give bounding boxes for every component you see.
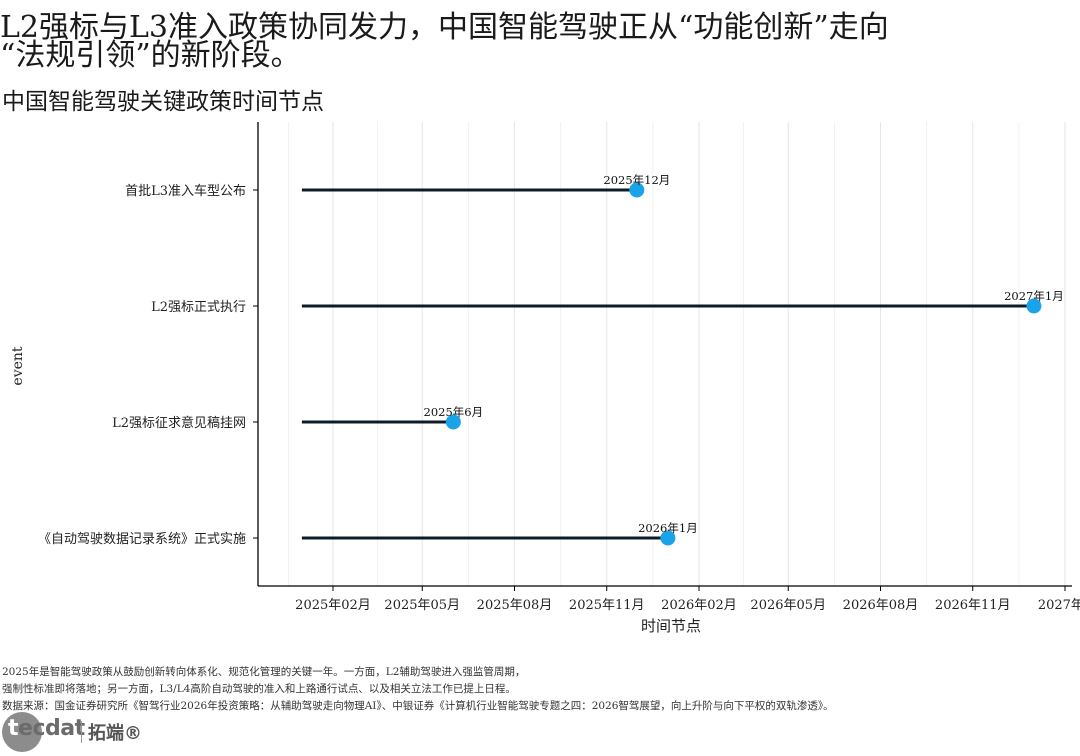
event-point [1026,298,1042,314]
y-axis-title: event [10,346,26,385]
x-tick-label: 2027年0 [1038,598,1080,613]
x-tick-label: 2025年02月 [295,598,371,613]
footer-line-2: 强制性标准即将落地；另一方面，L3/L4高阶自动驾驶的准入和上路通行试点、以及相… [2,683,516,695]
lollipop-chart: 2025年02月 2025年05月 2025年08月 2025年11月 2026年02月… [10,122,1080,635]
event-point [660,530,676,546]
x-tick-label: 2025年11月 [569,598,645,613]
y-tick-label: L2强标正式执行 [151,300,246,315]
chart-subtitle: 中国智能驾驶关键政策时间节点 [2,89,324,115]
brand-logo: tecdat 拓端® [2,712,142,752]
x-tick-label: 2026年05月 [750,598,826,613]
x-tick-label: 2025年05月 [384,598,460,613]
y-tick-label: 首批L3准入车型公布 [125,183,246,199]
x-tick-label: 2025年08月 [477,598,553,613]
event-point [445,414,461,430]
y-tick-label: 《自动驾驶数据记录系统》正式实施 [38,532,246,547]
logo-wordmark: tecdat [8,716,85,741]
footer-line-1: 2025年是智能驾驶政策从鼓励创新转向体系化、规范化管理的关键一年。一方面，L2… [2,666,526,678]
data-label: 2027年1月 [1004,289,1064,303]
logo-circle [2,712,42,752]
data-label: 2025年6月 [424,405,484,419]
logo-chinese: 拓端® [88,723,142,744]
data-label: 2026年1月 [638,521,698,535]
x-tick-label: 2026年11月 [935,598,1011,613]
y-tick-label: L2强标征求意见稿挂网 [112,415,246,431]
chart-title: L2强标与L3准入政策协同发力，中国智能驾驶正从“功能创新”走向 “法规引领”的… [0,10,889,73]
x-tick-label: 2026年02月 [661,598,737,613]
event-point [629,182,645,198]
footer-source: 数据来源：国金证券研究所《智驾行业2026年投资策略：从辅助驾驶走向物理AI》、… [2,700,834,712]
x-axis-title: 时间节点 [641,617,701,635]
footer-notes: 2025年是智能驾驶政策从鼓励创新转向体系化、规范化管理的关键一年。一方面，L2… [2,664,834,715]
x-tick-label: 2026年08月 [843,598,919,613]
data-label: 2025年12月 [603,173,670,187]
logo-divider [81,721,82,743]
